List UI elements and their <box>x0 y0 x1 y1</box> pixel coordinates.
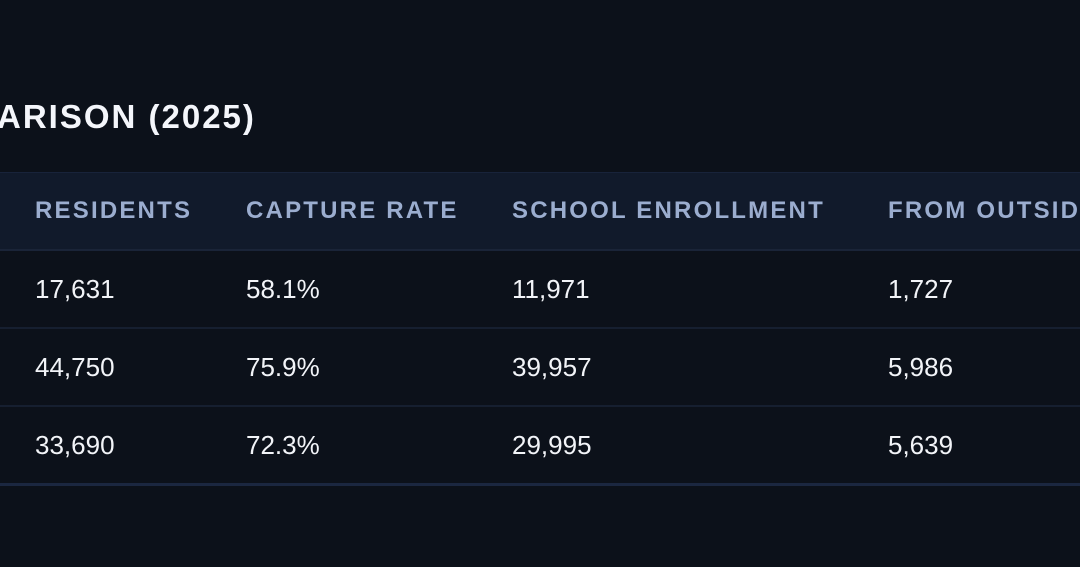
column-header-from-outside[interactable]: FROM OUTSIDE <box>888 197 1080 224</box>
cell-residents: 33,690 <box>35 430 115 460</box>
cell-school-enrollment: 11,971 <box>512 274 590 304</box>
cell-from-outside: 5,986 <box>888 352 954 382</box>
cell-from-outside: 1,727 <box>888 274 954 304</box>
table-row: 33,690 72.3% 29,995 5,639 <box>0 407 1080 486</box>
cell-residents: 44,750 <box>35 352 115 382</box>
cell-capture-rate: 72.3% <box>246 430 320 460</box>
cell-school-enrollment: 39,957 <box>512 352 592 382</box>
column-header-school-enrollment[interactable]: SCHOOL ENROLLMENT <box>512 197 825 224</box>
table-row: 44,750 75.9% 39,957 5,986 <box>0 329 1080 407</box>
table-row: 17,631 58.1% 11,971 1,727 <box>0 251 1080 329</box>
cell-residents: 17,631 <box>35 274 115 304</box>
cell-school-enrollment: 29,995 <box>512 430 592 460</box>
cell-capture-rate: 75.9% <box>246 352 320 382</box>
cell-from-outside: 5,639 <box>888 430 954 460</box>
cell-capture-rate: 58.1% <box>246 274 320 304</box>
comparison-table: RESIDENTS CAPTURE RATE SCHOOL ENROLLMENT… <box>0 172 1080 486</box>
column-header-residents[interactable]: RESIDENTS <box>35 197 193 224</box>
column-header-capture-rate[interactable]: CAPTURE RATE <box>246 197 459 224</box>
table-header-row: RESIDENTS CAPTURE RATE SCHOOL ENROLLMENT… <box>0 172 1080 251</box>
table-title: ARISON (2025) <box>0 98 256 135</box>
